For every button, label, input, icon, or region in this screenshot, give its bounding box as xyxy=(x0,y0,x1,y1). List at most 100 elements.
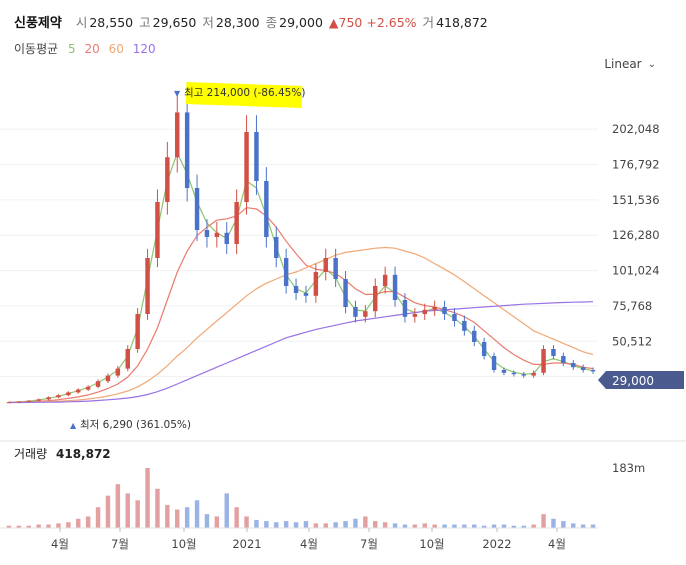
volume-bar xyxy=(234,507,239,528)
volume-bar xyxy=(402,524,408,528)
volume-bar xyxy=(412,524,418,528)
max-label: 최고 214,000 (-86.45%) xyxy=(184,87,305,99)
moving-average-lines xyxy=(8,151,594,404)
candle-body xyxy=(145,258,150,314)
open-value: 28,550 xyxy=(89,15,134,30)
candle-body xyxy=(521,374,526,376)
x-tick-label: 10월 xyxy=(171,537,196,551)
grid-lines xyxy=(0,128,598,378)
candle-body xyxy=(66,392,71,396)
candle-body xyxy=(353,307,358,317)
candle-body xyxy=(422,309,427,314)
stock-name[interactable]: 신풍제약 xyxy=(14,16,62,31)
candle-body xyxy=(16,401,22,403)
candle-body xyxy=(76,389,81,393)
x-tick-label: 7월 xyxy=(111,537,129,551)
candle-body xyxy=(511,372,517,375)
candle-body xyxy=(283,258,289,286)
candle-body xyxy=(432,307,437,310)
volume-bar xyxy=(145,468,150,528)
volume-bar xyxy=(432,524,437,528)
volume-bar xyxy=(323,523,328,528)
volume-bar xyxy=(46,524,51,528)
candle-body xyxy=(184,112,190,188)
volume-bar xyxy=(76,518,81,528)
volume-bar xyxy=(491,524,497,528)
candle-body xyxy=(452,314,457,321)
candle-body xyxy=(165,157,170,202)
volume-bar xyxy=(541,514,546,528)
volume-bar xyxy=(333,522,338,528)
volume-bar xyxy=(580,524,586,528)
volume-bar xyxy=(551,518,556,528)
candle-body xyxy=(571,363,576,368)
volume-bar xyxy=(501,524,507,528)
volume-bar xyxy=(254,519,259,528)
volume-bar xyxy=(264,521,269,528)
volume-bar xyxy=(204,514,210,528)
volume-bar xyxy=(165,504,170,528)
volume-bar xyxy=(175,509,180,528)
candle-body xyxy=(264,181,269,237)
volume-bar xyxy=(36,524,41,528)
volume-bar xyxy=(194,500,200,528)
volume-bar xyxy=(293,522,299,528)
candle-body xyxy=(561,356,566,363)
x-tick-label: 4월 xyxy=(548,537,566,551)
volume-title-value: 418,872 xyxy=(56,447,111,461)
candle-body xyxy=(85,386,91,390)
volume-bar xyxy=(363,516,368,528)
current-price-tag: 29,000 xyxy=(598,371,684,389)
volume-bar xyxy=(56,523,61,528)
volume-bar xyxy=(26,525,31,528)
volume-bar xyxy=(472,524,477,528)
candle-body xyxy=(293,286,299,293)
candle-body xyxy=(363,311,368,317)
ma-120-label: 120 xyxy=(132,42,156,56)
candle-body xyxy=(382,274,388,286)
candle-body xyxy=(254,132,259,181)
volume-bar xyxy=(382,522,388,528)
candle-body xyxy=(392,274,398,300)
volume-bar xyxy=(16,525,22,528)
y-tick-label: 75,768 xyxy=(612,299,652,313)
candle-body xyxy=(590,370,596,372)
volume-bar xyxy=(135,500,140,528)
high-label: 고 xyxy=(139,15,151,30)
volume-value: 418,872 xyxy=(436,15,488,30)
ma-20-line xyxy=(8,206,594,403)
volume-bar xyxy=(531,524,536,528)
y-tick-label: 50,512 xyxy=(612,334,652,348)
candle-body xyxy=(323,258,328,272)
candle-body xyxy=(313,272,319,296)
x-tick-label: 2021 xyxy=(232,537,261,551)
candle-body xyxy=(462,321,467,331)
x-tick-label: 2022 xyxy=(482,537,511,551)
volume-bar xyxy=(313,523,319,528)
moving-average-legend[interactable]: 이동평균 5 20 60 120 xyxy=(14,40,161,57)
candle-body xyxy=(481,342,487,356)
min-marker-icon: ▲ xyxy=(70,421,77,430)
close-value: 29,000 xyxy=(279,15,323,30)
volume-bar xyxy=(303,521,309,528)
volume-bar xyxy=(125,493,130,528)
volume-title: 거래량 xyxy=(14,447,47,461)
ma-5-line xyxy=(8,151,594,403)
volume-label: 거 xyxy=(422,15,435,30)
volume-bar xyxy=(392,523,398,528)
y-axis: 202,048 176,792 151,536 126,280 101,024 75,76… xyxy=(612,122,660,384)
y-tick-label: 126,280 xyxy=(612,228,660,242)
volume-bar xyxy=(561,521,566,528)
candle-body xyxy=(491,356,497,370)
volume-bar xyxy=(590,524,596,528)
volume-bar xyxy=(511,525,517,528)
volume-bar xyxy=(283,521,289,528)
candle-body xyxy=(551,349,556,356)
scale-selector[interactable]: Linear ⌄ xyxy=(604,57,656,71)
current-price-label: 29,000 xyxy=(612,374,654,388)
volume-bar xyxy=(353,518,358,528)
candle-body xyxy=(531,372,536,376)
volume-bar xyxy=(224,493,229,528)
volume-bar xyxy=(66,522,71,528)
